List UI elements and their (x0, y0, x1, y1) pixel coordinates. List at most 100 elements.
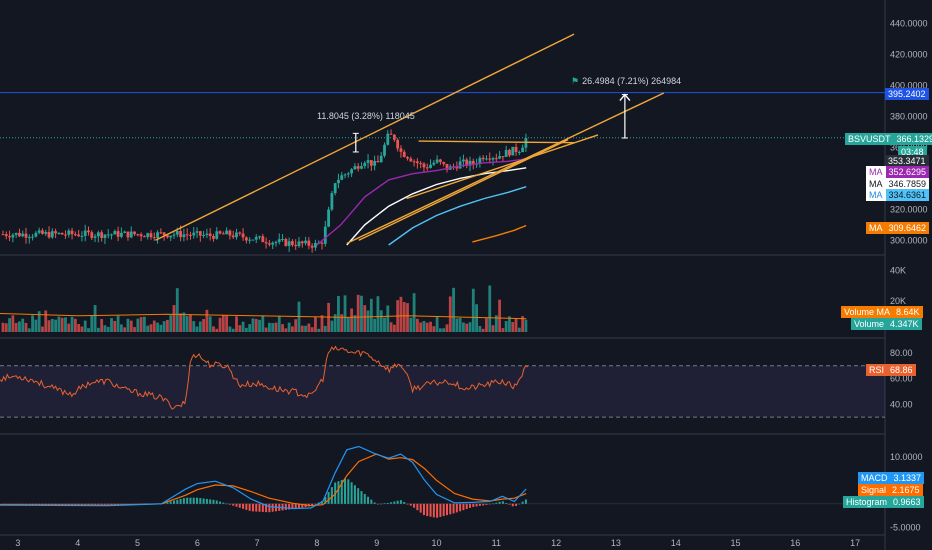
volume-bar (281, 324, 284, 332)
macd-histogram-bar (380, 503, 383, 505)
macd-histogram-bar (373, 502, 376, 504)
macd-histogram-bar (344, 478, 347, 504)
volume-bar (458, 317, 462, 332)
volume-bar (422, 321, 426, 332)
candle-body (129, 231, 133, 238)
macd-histogram-bar (205, 498, 208, 504)
rsi-line (0, 345, 528, 410)
trendline (406, 134, 599, 200)
candle-body (346, 173, 350, 175)
time-tick-label: 7 (255, 538, 260, 548)
candle-body (244, 237, 248, 241)
macd-histogram-bar (498, 501, 501, 504)
macd-histogram-bar (94, 503, 97, 505)
candle-body (300, 241, 304, 244)
price-tick-label: 320.0000 (890, 204, 928, 214)
candle-body (314, 243, 317, 248)
histogram-value: 0.9663 (890, 496, 924, 508)
candle-body (320, 242, 324, 244)
volume-bar (166, 319, 169, 332)
macd-histogram-bar (21, 503, 24, 505)
macd-histogram-bar (294, 503, 297, 509)
volume-bar (284, 328, 288, 332)
time-tick-label: 8 (314, 538, 319, 548)
macd-histogram-bar (235, 503, 238, 507)
volume-bar (402, 302, 406, 332)
candle-body (179, 230, 182, 238)
macd-histogram-bar (353, 485, 356, 504)
macd-histogram-bar (5, 503, 8, 505)
candle-body (350, 169, 354, 174)
macd-histogram-bar (524, 499, 527, 504)
candle-body (67, 230, 71, 235)
volume-bar (383, 317, 386, 332)
volume-ma-value: 8.64K (893, 306, 923, 318)
candle-body (96, 232, 100, 237)
volume-bar (136, 318, 140, 332)
candle-body (27, 237, 31, 239)
last-price-badge[interactable]: BSVUSDT 366.1329 (845, 133, 932, 145)
volume-bar (462, 322, 465, 332)
macd-badge[interactable]: MACD 3.1337 (858, 472, 925, 484)
candle-body (44, 232, 48, 234)
macd-histogram-bar (469, 503, 472, 508)
candle-body (41, 230, 44, 234)
candle-body (123, 231, 127, 233)
macd-histogram-bar (413, 503, 416, 508)
volume-bar (514, 318, 518, 332)
trendline (346, 92, 665, 245)
macd-histogram-bar (228, 503, 231, 505)
macd-histogram-bar (120, 503, 123, 505)
ma3-name: MA (866, 189, 886, 201)
candle-body (307, 240, 311, 246)
macd-histogram-bar (242, 503, 245, 509)
volume-bar (300, 325, 304, 332)
volume-bar (333, 314, 337, 332)
ma1-badge[interactable]: MA 352.6295 (866, 166, 930, 178)
volume-bar (192, 321, 196, 332)
candle-body (360, 166, 363, 169)
candle-body (310, 245, 314, 248)
macd-histogram-bar (449, 503, 452, 515)
candle-body (205, 233, 209, 235)
volume-bar (498, 299, 502, 332)
volume-bar (356, 294, 360, 332)
ma2-badge[interactable]: MA 346.7859 (866, 178, 930, 190)
macd-histogram-bar (347, 479, 350, 504)
macd-histogram-bar (268, 503, 271, 513)
volume-bar (261, 315, 265, 332)
volume-bar (478, 326, 482, 332)
volume-badge[interactable]: Volume 4.347K (851, 318, 922, 330)
candle-body (356, 166, 360, 169)
histogram-badge[interactable]: Histogram 0.9663 (843, 496, 924, 508)
level-price-badge[interactable]: 395.2402 (885, 88, 929, 100)
volume-bar (524, 319, 528, 332)
volume-bar (41, 326, 44, 332)
rsi-badge[interactable]: RSI 68.86 (866, 364, 916, 376)
candle-body (34, 232, 38, 237)
volume-bar (143, 316, 146, 332)
volume-bar (73, 318, 77, 332)
signal-badge[interactable]: Signal 2.1675 (858, 484, 923, 496)
volume-ma-badge[interactable]: Volume MA 8.64K (841, 306, 923, 318)
macd-histogram-bar (48, 503, 51, 505)
candle-body (133, 231, 136, 235)
candle-body (60, 232, 64, 235)
ma3-badge[interactable]: MA 334.6361 (866, 189, 930, 201)
volume-bar (64, 317, 67, 332)
macd-histogram-bar (416, 503, 419, 511)
volume-bar (389, 322, 393, 332)
macd-histogram-bar (383, 503, 386, 504)
candle-body (327, 209, 330, 227)
macd-histogram-bar (518, 503, 521, 505)
measure-left-label: 11.8045 (3.28%) 118045 (317, 111, 415, 121)
ma4-badge[interactable]: MA 309.6462 (866, 222, 930, 234)
time-tick-label: 15 (730, 538, 740, 548)
volume-bar (435, 316, 439, 332)
volume-bar (215, 328, 219, 332)
volume-bar (31, 315, 34, 332)
macd-histogram-bar (301, 503, 304, 508)
candle-body (373, 160, 377, 166)
volume-bar (323, 325, 327, 332)
